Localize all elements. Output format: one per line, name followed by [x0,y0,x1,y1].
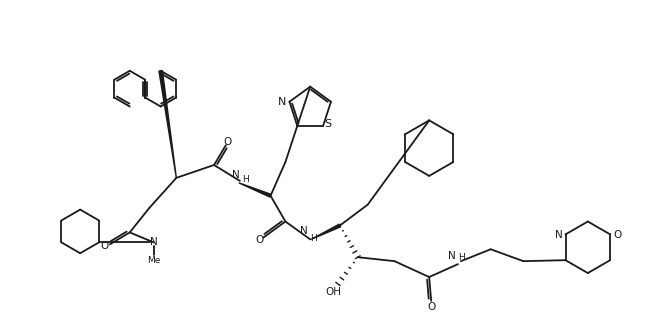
Text: N: N [278,97,287,107]
Polygon shape [159,71,177,178]
Text: Me: Me [147,256,161,265]
Text: H: H [242,175,249,184]
Text: OH: OH [325,287,341,297]
Text: O: O [613,231,622,240]
Text: N: N [150,237,157,247]
Text: N: N [448,251,456,261]
Text: N: N [232,170,240,180]
Polygon shape [239,183,271,197]
Text: H: H [458,253,465,262]
Text: O: O [427,302,436,312]
Text: N: N [555,231,563,240]
Text: O: O [224,137,232,147]
Text: N: N [300,226,308,236]
Text: H: H [310,234,316,243]
Text: O: O [256,235,264,245]
Text: O: O [101,241,109,251]
Polygon shape [311,224,341,239]
Text: S: S [324,119,332,129]
